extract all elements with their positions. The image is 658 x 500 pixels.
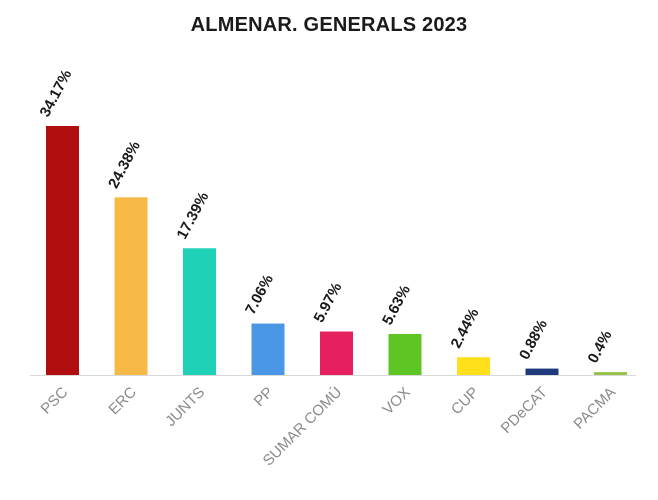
tick-label: PDeCAT bbox=[498, 384, 551, 437]
value-label: 0.88% bbox=[516, 317, 551, 363]
bar-pdecat bbox=[525, 368, 559, 375]
tick-label: ERC bbox=[105, 384, 140, 419]
tick-label: VOX bbox=[379, 384, 413, 418]
bar-sumar-comú bbox=[320, 331, 353, 375]
value-label: 17.39% bbox=[174, 189, 213, 242]
value-label: 5.97% bbox=[311, 280, 346, 326]
tick-label: PACMA bbox=[570, 384, 619, 433]
tick-label: CUP bbox=[448, 384, 482, 418]
bar-psc bbox=[46, 126, 79, 375]
value-label: 34.17% bbox=[37, 67, 76, 120]
value-label: 2.44% bbox=[448, 306, 483, 352]
value-label: 7.06% bbox=[242, 272, 277, 318]
bar-erc bbox=[114, 197, 148, 375]
tick-label: PSC bbox=[37, 384, 71, 418]
bar-cup bbox=[457, 357, 490, 375]
value-label: 0.4% bbox=[585, 328, 616, 366]
bar-junts bbox=[183, 248, 216, 375]
value-label: 24.38% bbox=[105, 138, 144, 191]
bar-vox bbox=[388, 333, 422, 375]
tick-label: PP bbox=[251, 384, 277, 410]
bar-pacma bbox=[594, 372, 627, 375]
tick-label: JUNTS bbox=[162, 384, 208, 430]
bar-pp bbox=[251, 323, 285, 375]
chart-title: ALMENAR. GENERALS 2023 bbox=[190, 14, 468, 36]
value-label: 5.63% bbox=[379, 282, 414, 328]
